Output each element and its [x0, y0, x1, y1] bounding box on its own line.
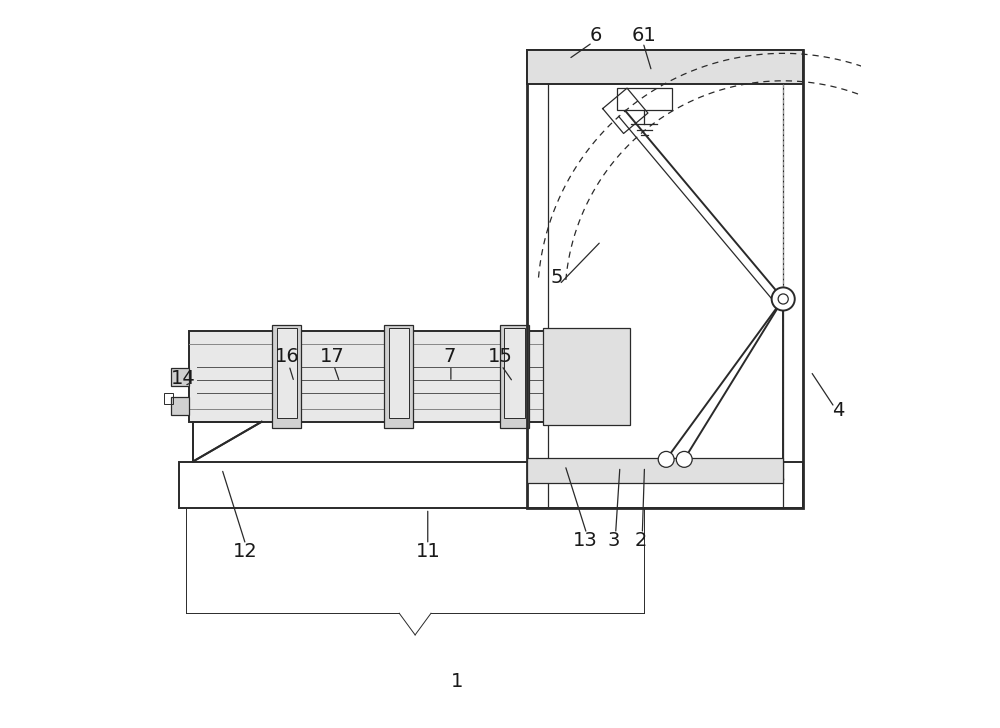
Text: 2: 2: [635, 531, 647, 550]
Bar: [277, 328, 297, 418]
Text: 13: 13: [573, 531, 598, 550]
Text: 17: 17: [320, 347, 345, 366]
Polygon shape: [193, 422, 262, 462]
Bar: [617, 88, 672, 110]
Bar: [384, 325, 413, 428]
Bar: [171, 397, 189, 414]
Text: 6: 6: [590, 25, 602, 45]
Circle shape: [658, 451, 674, 467]
Text: 7: 7: [443, 347, 456, 366]
Text: 4: 4: [832, 401, 844, 421]
Bar: [543, 328, 630, 425]
Circle shape: [676, 451, 692, 467]
Bar: [179, 462, 803, 508]
Text: 1: 1: [450, 673, 463, 692]
Bar: [171, 368, 189, 386]
Bar: [527, 50, 803, 508]
Text: 3: 3: [608, 531, 620, 550]
Bar: [389, 328, 409, 418]
Bar: [500, 325, 529, 428]
Bar: [527, 458, 783, 483]
Text: 11: 11: [415, 542, 440, 561]
Bar: [272, 325, 301, 428]
Bar: [527, 50, 803, 84]
Circle shape: [778, 294, 788, 304]
Text: 61: 61: [632, 25, 657, 45]
Text: 14: 14: [171, 369, 196, 388]
Text: 15: 15: [488, 347, 512, 366]
Text: 12: 12: [233, 542, 258, 561]
Bar: [504, 328, 525, 418]
Bar: [164, 393, 173, 404]
Text: 16: 16: [275, 347, 299, 366]
Text: 5: 5: [550, 268, 563, 287]
Circle shape: [772, 288, 795, 311]
Bar: [189, 331, 601, 422]
